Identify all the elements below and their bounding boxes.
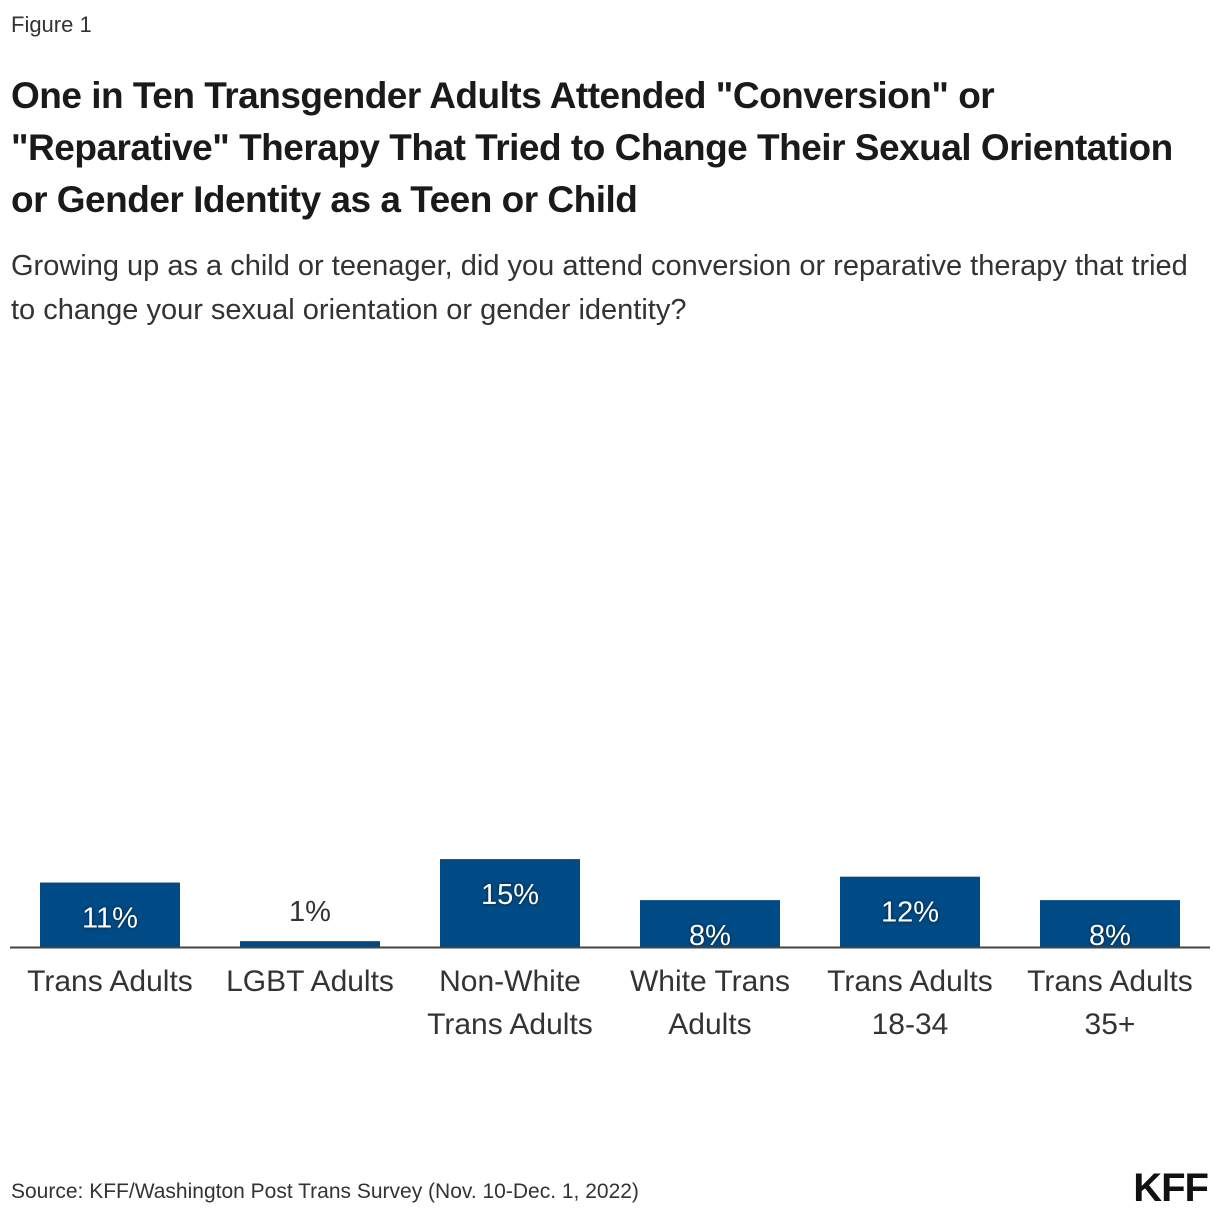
bar xyxy=(640,900,780,947)
category-label: Trans Adults 18-34 xyxy=(827,965,993,1041)
category-label: Non-White Trans Adults xyxy=(427,965,593,1041)
kff-logo: KFF xyxy=(1133,1166,1209,1210)
category-label: Trans Adults xyxy=(27,965,193,998)
data-label: 1% xyxy=(289,896,331,928)
chart-title: One in Ten Transgender Adults Attended "… xyxy=(11,75,1173,220)
bar xyxy=(440,859,580,947)
category-label: Trans Adults 35+ xyxy=(1027,965,1193,1041)
chart-subtitle: Growing up as a child or teenager, did y… xyxy=(11,250,1188,326)
category-label: White Trans Adults xyxy=(629,965,791,1041)
bar xyxy=(240,941,380,947)
bar xyxy=(840,876,980,947)
data-label: 12% xyxy=(881,897,939,929)
bar xyxy=(40,882,180,947)
data-label: 11% xyxy=(82,903,138,935)
figure-label: Figure 1 xyxy=(11,12,92,37)
data-label: 15% xyxy=(481,879,539,911)
source-note: Source: KFF/Washington Post Trans Survey… xyxy=(11,1180,639,1203)
category-label: LGBT Adults xyxy=(226,965,394,998)
bar xyxy=(1040,900,1180,947)
